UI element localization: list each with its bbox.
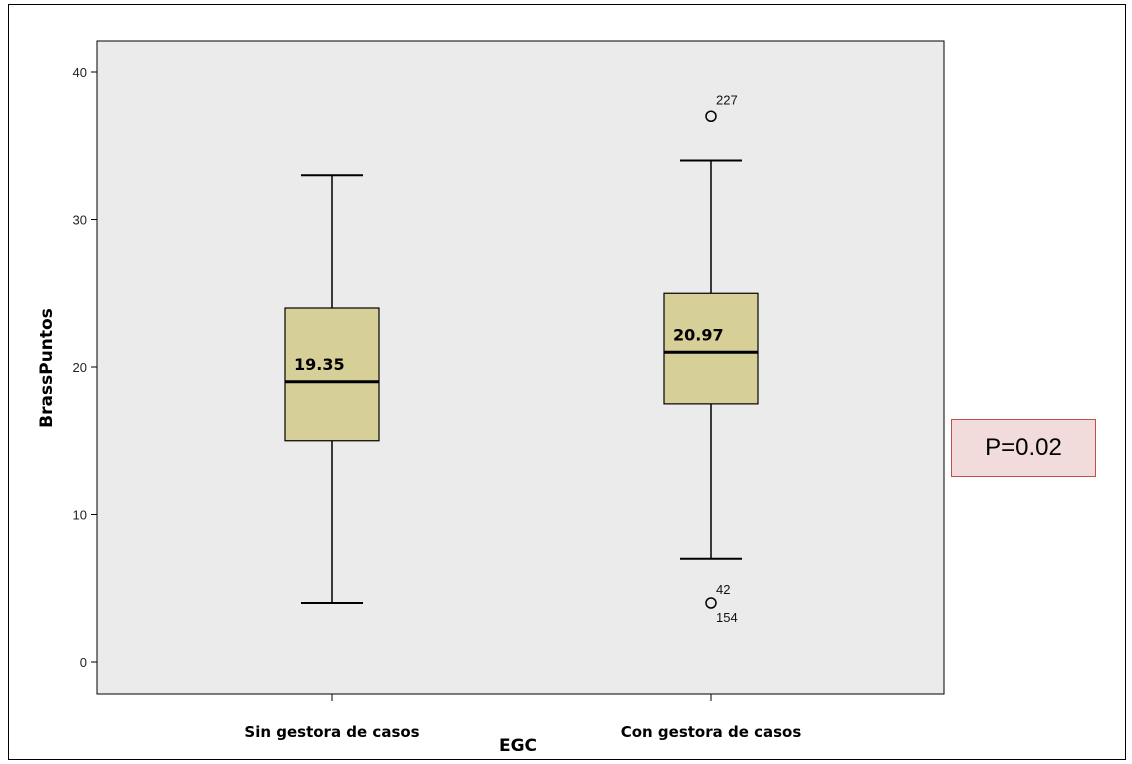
x-tick-label: Sin gestora de casos <box>244 723 419 741</box>
outlier-label: 227 <box>716 92 738 107</box>
x-tick-label: Con gestora de casos <box>621 723 802 741</box>
p-value-annotation: P=0.02 <box>951 419 1096 477</box>
iqr-box <box>284 307 380 442</box>
y-tick-label: 20 <box>73 360 87 375</box>
boxes: 19.35 20.97 227 42 154 <box>284 92 759 625</box>
x-axis: Sin gestora de casos Con gestora de casos <box>244 694 801 741</box>
outlier-label: 154 <box>716 610 738 625</box>
box-group: 19.35 <box>284 174 380 604</box>
outlier-point <box>705 597 717 609</box>
outlier-label: 42 <box>716 582 730 597</box>
y-tick-label: 0 <box>80 655 87 670</box>
y-axis-title: BrassPuntos <box>37 308 57 428</box>
plot-area <box>96 40 945 695</box>
x-axis-title: EGC <box>499 736 537 756</box>
box-group: 20.97 227 42 154 <box>663 92 759 625</box>
y-axis: 0 10 20 30 40 <box>73 65 97 670</box>
median-value-label: 19.35 <box>294 355 345 374</box>
iqr-box <box>663 292 759 405</box>
y-tick-label: 40 <box>73 65 87 80</box>
outlier-point <box>705 110 717 122</box>
y-tick-label: 10 <box>73 508 87 523</box>
median-value-label: 20.97 <box>673 325 724 344</box>
y-tick-label: 30 <box>73 213 87 228</box>
